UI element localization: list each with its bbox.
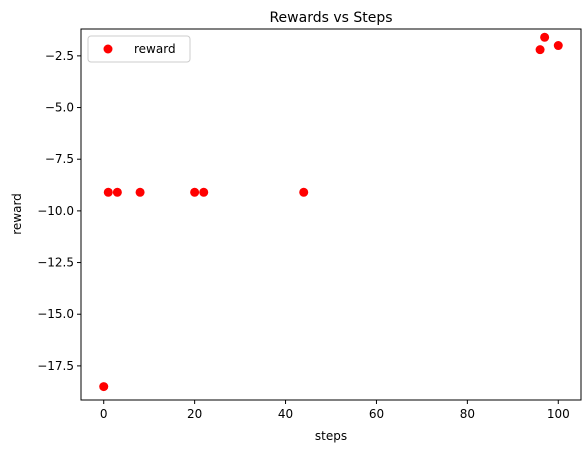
data-point [535, 45, 545, 55]
x-tick-label: 20 [187, 407, 202, 421]
x-tick-label: 100 [547, 407, 570, 421]
y-tick-label: −7.5 [45, 152, 74, 166]
x-tick-label: 40 [278, 407, 293, 421]
x-tick-label: 80 [460, 407, 475, 421]
data-point [190, 187, 200, 197]
axes-frame [80, 28, 582, 401]
plot-area [99, 32, 563, 392]
data-point [112, 187, 122, 197]
data-point [99, 382, 109, 392]
y-tick-label: −15.0 [37, 307, 74, 321]
y-tick-label: −2.5 [45, 49, 74, 63]
data-point [199, 187, 209, 197]
legend-marker [103, 44, 113, 54]
legend-box [87, 35, 191, 63]
legend-label-reward: reward [134, 42, 176, 56]
y-axis-ticks: −17.5 −15.0 −12.5 −10.0 −7.5 −5.0 −2.5 [37, 49, 81, 373]
data-point [540, 32, 550, 42]
data-point [299, 187, 309, 197]
x-tick-label: 0 [100, 407, 108, 421]
chart-title: Rewards vs Steps [269, 10, 392, 26]
x-axis-ticks: 0 20 40 60 80 100 [100, 400, 570, 421]
data-point [103, 187, 113, 197]
y-tick-label: −17.5 [37, 359, 74, 373]
x-axis-label: steps [315, 429, 347, 443]
y-tick-label: −10.0 [37, 204, 74, 218]
y-tick-label: −5.0 [45, 101, 74, 115]
y-tick-label: −12.5 [37, 256, 74, 270]
x-tick-label: 60 [369, 407, 384, 421]
data-point [553, 41, 563, 51]
data-point [135, 187, 145, 197]
legend: reward [87, 35, 191, 63]
y-axis-label: reward [10, 193, 24, 235]
